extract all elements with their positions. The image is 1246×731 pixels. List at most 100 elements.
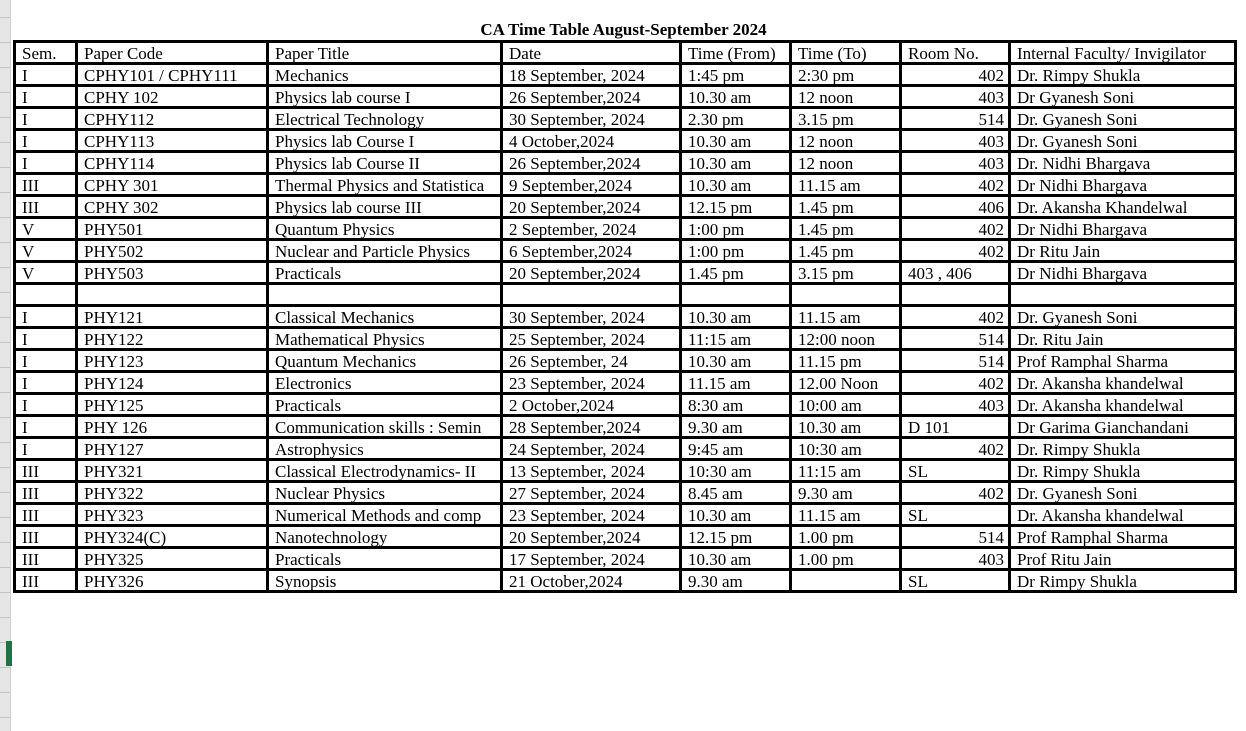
cell-sem[interactable] [13, 282, 78, 307]
cell-room-no[interactable]: SL [899, 568, 1011, 593]
cell-time-to[interactable]: 11.15 am [789, 172, 902, 197]
cell-paper-code[interactable]: PHY127 [75, 436, 269, 461]
cell-paper-title[interactable] [266, 282, 503, 307]
cell-room-no[interactable]: 402 [899, 172, 1011, 197]
cell-room-no[interactable]: 402 [899, 238, 1011, 263]
cell-sem[interactable]: V [13, 260, 78, 285]
cell-sem[interactable]: I [13, 304, 78, 329]
cell-room-no[interactable]: 402 [899, 480, 1011, 505]
cell-time-from[interactable]: 1:45 pm [679, 62, 792, 87]
cell-time-to[interactable]: 11:15 am [789, 458, 902, 483]
cell-sem[interactable]: III [13, 568, 78, 593]
cell-paper-code[interactable]: CPHY114 [75, 150, 269, 175]
cell-paper-code[interactable]: CPHY113 [75, 128, 269, 153]
cell-time-to[interactable]: 3.15 pm [789, 106, 902, 131]
cell-room-no[interactable]: 402 [899, 304, 1011, 329]
cell-paper-title[interactable]: Astrophysics [266, 436, 503, 461]
cell-time-to[interactable]: 10:30 am [789, 436, 902, 461]
cell-room-no[interactable]: 403 , 406 [899, 260, 1011, 285]
cell-paper-title[interactable]: Electrical Technology [266, 106, 503, 131]
cell-time-to[interactable] [789, 282, 902, 307]
cell-paper-code[interactable]: PHY503 [75, 260, 269, 285]
cell-time-to[interactable]: 2:30 pm [789, 62, 902, 87]
cell-paper-code[interactable]: PHY 126 [75, 414, 269, 439]
cell-date[interactable]: 24 September, 2024 [500, 436, 682, 461]
cell-time-to[interactable]: 1.45 pm [789, 194, 902, 219]
cell-sem[interactable]: I [13, 326, 78, 351]
cell-paper-title[interactable]: Synopsis [266, 568, 503, 593]
cell-sem[interactable]: III [13, 524, 78, 549]
cell-date[interactable]: 2 October,2024 [500, 392, 682, 417]
cell-time-from[interactable]: 12.15 pm [679, 194, 792, 219]
cell-room-no[interactable]: 514 [899, 348, 1011, 373]
header-faculty[interactable]: Internal Faculty/ Invigilator [1008, 40, 1237, 65]
cell-paper-title[interactable]: Classical Electrodynamics- II [266, 458, 503, 483]
cell-paper-title[interactable]: Physics lab Course II [266, 150, 503, 175]
cell-paper-code[interactable]: CPHY 302 [75, 194, 269, 219]
cell-room-no[interactable]: 403 [899, 84, 1011, 109]
cell-paper-code[interactable]: PHY125 [75, 392, 269, 417]
cell-date[interactable]: 30 September, 2024 [500, 106, 682, 131]
cell-paper-title[interactable]: Quantum Physics [266, 216, 503, 241]
cell-room-no[interactable]: 514 [899, 326, 1011, 351]
cell-time-from[interactable]: 1.45 pm [679, 260, 792, 285]
cell-paper-code[interactable]: PHY501 [75, 216, 269, 241]
cell-sem[interactable]: I [13, 62, 78, 87]
cell-date[interactable]: 26 September,2024 [500, 84, 682, 109]
cell-sem[interactable]: III [13, 480, 78, 505]
cell-time-from[interactable]: 10.30 am [679, 84, 792, 109]
cell-date[interactable]: 30 September, 2024 [500, 304, 682, 329]
cell-time-to[interactable]: 1.00 pm [789, 524, 902, 549]
cell-faculty[interactable]: Dr. Rimpy Shukla [1008, 458, 1237, 483]
cell-sem[interactable]: I [13, 128, 78, 153]
cell-room-no[interactable]: D 101 [899, 414, 1011, 439]
cell-paper-title[interactable]: Numerical Methods and comp [266, 502, 503, 527]
cell-paper-code[interactable]: PHY322 [75, 480, 269, 505]
cell-paper-title[interactable]: Practicals [266, 392, 503, 417]
cell-paper-code[interactable]: PHY325 [75, 546, 269, 571]
cell-paper-title[interactable]: Mechanics [266, 62, 503, 87]
cell-faculty[interactable]: Prof Ramphal Sharma [1008, 524, 1237, 549]
cell-time-from[interactable]: 1:00 pm [679, 216, 792, 241]
cell-time-from[interactable]: 10.30 am [679, 304, 792, 329]
cell-faculty[interactable] [1008, 282, 1237, 307]
cell-date[interactable]: 28 September,2024 [500, 414, 682, 439]
cell-time-from[interactable]: 10.30 am [679, 128, 792, 153]
cell-time-from[interactable] [679, 282, 792, 307]
cell-paper-title[interactable]: Communication skills : Semin [266, 414, 503, 439]
cell-time-to[interactable]: 11.15 am [789, 304, 902, 329]
cell-faculty[interactable]: Dr. Akansha khandelwal [1008, 392, 1237, 417]
cell-faculty[interactable]: Dr Nidhi Bhargava [1008, 172, 1237, 197]
cell-room-no[interactable] [899, 282, 1011, 307]
cell-time-to[interactable]: 10:00 am [789, 392, 902, 417]
cell-sem[interactable]: I [13, 370, 78, 395]
cell-paper-code[interactable]: PHY122 [75, 326, 269, 351]
cell-faculty[interactable]: Dr Ritu Jain [1008, 238, 1237, 263]
header-date[interactable]: Date [500, 40, 682, 65]
cell-date[interactable]: 25 September, 2024 [500, 326, 682, 351]
cell-sem[interactable]: I [13, 436, 78, 461]
cell-faculty[interactable]: Dr Rimpy Shukla [1008, 568, 1237, 593]
cell-time-to[interactable]: 12 noon [789, 128, 902, 153]
cell-faculty[interactable]: Dr. Gyanesh Soni [1008, 304, 1237, 329]
cell-sem[interactable]: I [13, 348, 78, 373]
cell-date[interactable]: 20 September,2024 [500, 524, 682, 549]
cell-date[interactable]: 9 September,2024 [500, 172, 682, 197]
cell-time-from[interactable]: 9:45 am [679, 436, 792, 461]
cell-room-no[interactable]: 402 [899, 216, 1011, 241]
cell-room-no[interactable]: SL [899, 458, 1011, 483]
cell-time-from[interactable]: 9.30 am [679, 568, 792, 593]
cell-sem[interactable]: III [13, 194, 78, 219]
cell-sem[interactable]: III [13, 172, 78, 197]
cell-paper-code[interactable]: PHY324(C) [75, 524, 269, 549]
cell-time-from[interactable]: 10.30 am [679, 546, 792, 571]
cell-time-from[interactable]: 11.15 am [679, 370, 792, 395]
cell-time-from[interactable]: 11:15 am [679, 326, 792, 351]
cell-faculty[interactable]: Dr Garima Gianchandani [1008, 414, 1237, 439]
cell-room-no[interactable]: 403 [899, 128, 1011, 153]
cell-faculty[interactable]: Dr. Rimpy Shukla [1008, 62, 1237, 87]
header-paper-code[interactable]: Paper Code [75, 40, 269, 65]
cell-room-no[interactable]: 514 [899, 524, 1011, 549]
cell-time-from[interactable]: 1:00 pm [679, 238, 792, 263]
cell-faculty[interactable]: Dr Gyanesh Soni [1008, 84, 1237, 109]
